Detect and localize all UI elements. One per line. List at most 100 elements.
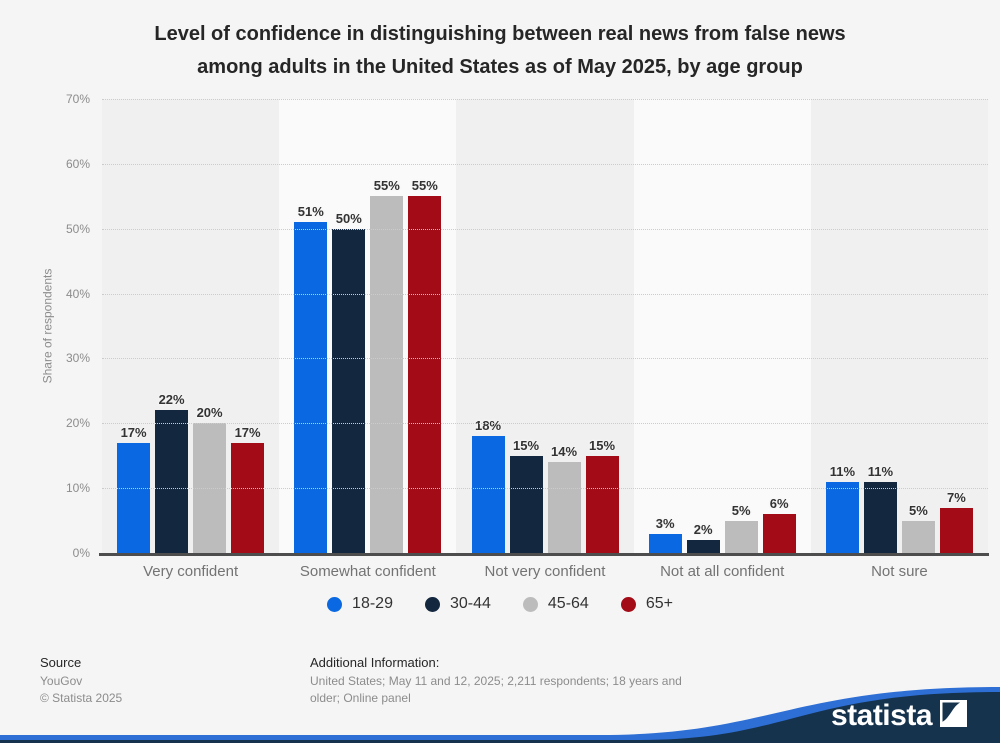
bar-wrapper: 18% (471, 99, 505, 553)
chart-title: Level of confidence in distinguishing be… (50, 18, 950, 84)
bar-45-64[interactable] (901, 520, 935, 553)
bar-wrapper: 11% (863, 99, 897, 553)
category-label: Very confident (143, 563, 239, 580)
bar-value-label: 17% (120, 424, 147, 440)
y-tick-label: 70% (65, 92, 90, 106)
bar-value-label: 15% (588, 437, 616, 453)
chart-title-line1: Level of confidence in distinguishing be… (154, 23, 846, 45)
bar-wrapper: 5% (901, 99, 935, 553)
y-tick-label: 50% (65, 221, 90, 236)
bar-wrapper: 55% (370, 99, 404, 553)
bar-wrapper: 17% (231, 99, 265, 553)
bar-wrapper: 14% (547, 99, 581, 553)
bar-65+[interactable] (408, 196, 442, 553)
bar-wrapper: 15% (509, 99, 543, 553)
legend-label: 30-44 (449, 595, 491, 612)
y-tick-label: 0% (72, 546, 90, 560)
bar-value-label: 18% (474, 418, 502, 434)
bar-group: 3% 2% 5% 6% (648, 99, 796, 553)
y-tick-label: 10% (65, 481, 90, 496)
category-band: 17% 22% 20% 17% (102, 99, 280, 553)
statista-logo-mark[interactable] (940, 700, 967, 727)
bar-value-label: 6% (769, 496, 789, 512)
chart-title-line2: among adults in the United States as of … (197, 56, 803, 78)
bar-group: 51% 50% 55% 55% (294, 99, 442, 553)
bar-value-label: 55% (411, 178, 438, 194)
category-label: Not very confident (484, 563, 606, 580)
bar-65+[interactable] (939, 507, 973, 553)
bar-group: 18% 15% 14% 15% (471, 99, 619, 553)
bar-18-29[interactable] (117, 442, 151, 553)
bar-18-29[interactable] (825, 481, 859, 553)
bar-value-label: 50% (335, 210, 362, 226)
bar-wrapper: 7% (939, 99, 973, 553)
bar-30-44[interactable] (509, 455, 543, 553)
bar-wrapper: 6% (762, 99, 796, 553)
bar-group: 17% 22% 20% 17% (117, 99, 265, 553)
copyright-text: © Statista 2025 (40, 691, 123, 705)
category-band: 11% 11% 5% 7% (810, 99, 989, 553)
bar-value-label: 7% (947, 489, 966, 505)
bar-wrapper: 55% (408, 99, 442, 553)
legend-dot-icon (424, 596, 440, 612)
bar-wrapper: 20% (193, 99, 227, 553)
category-band: 18% 15% 14% 15% (456, 99, 634, 553)
legend-item-65+[interactable]: 65+ (620, 595, 673, 613)
y-tick-label: 40% (65, 286, 90, 301)
legend-dot-icon (327, 596, 343, 612)
category-label: Not at all confident (660, 563, 785, 580)
source-label: Source (40, 655, 82, 670)
category-label: Somewhat confident (299, 563, 436, 580)
source-name[interactable]: YouGov (40, 674, 83, 688)
bar-18-29[interactable] (294, 222, 328, 553)
legend-item-18-29[interactable]: 18-29 (327, 595, 393, 613)
additional-info-text: United States; May 11 and 12, 2025; 2,21… (310, 674, 682, 705)
bar-wrapper: 5% (724, 99, 758, 553)
bar-wrapper: 11% (825, 99, 859, 553)
bar-45-64[interactable] (193, 423, 227, 553)
bar-18-29[interactable] (471, 436, 505, 553)
y-tick-label: 20% (65, 416, 90, 431)
bar-value-label: 5% (731, 502, 751, 518)
bar-wrapper: 3% (648, 99, 682, 553)
y-tick-label: 30% (65, 351, 90, 366)
y-axis-labels: 0% 10% 20% 30% 40% 50% 60% 70% (0, 92, 96, 560)
bar-value-label: 5% (909, 502, 928, 518)
legend-item-30-44[interactable]: 30-44 (424, 595, 491, 613)
bar-wrapper: 50% (332, 99, 366, 553)
legend-item-45-64[interactable]: 45-64 (522, 595, 589, 613)
legend-dot-icon (522, 596, 538, 612)
bar-value-label: 55% (373, 178, 400, 194)
bar-30-44[interactable] (863, 481, 897, 553)
bar-wrapper: 2% (686, 99, 720, 553)
legend-label: 65+ (645, 595, 673, 612)
statista-brand-ribbon: statista (0, 687, 1000, 743)
bar-value-label: 15% (512, 437, 540, 453)
bar-30-44[interactable] (686, 540, 720, 553)
bar-value-label: 22% (158, 392, 185, 408)
ribbon-navy-wave (0, 692, 1000, 743)
bar-18-29[interactable] (648, 533, 682, 553)
bar-value-label: 14% (550, 444, 578, 460)
bar-65+[interactable] (585, 455, 619, 553)
bar-65+[interactable] (231, 442, 265, 553)
bar-30-44[interactable] (332, 228, 366, 553)
bar-value-label: 3% (655, 515, 675, 531)
bar-45-64[interactable] (370, 196, 404, 553)
bar-30-44[interactable] (155, 410, 189, 553)
category-label: Not sure (871, 563, 928, 580)
bar-45-64[interactable] (724, 520, 758, 553)
bar-wrapper: 22% (155, 99, 189, 553)
category-band: 3% 2% 5% 6% (633, 99, 811, 553)
bar-value-label: 20% (196, 405, 223, 421)
statista-logo-text[interactable]: statista (831, 699, 933, 732)
footer-additional-info-block: Additional Information: United States; M… (310, 655, 710, 707)
category-band: 51% 50% 55% 55% (279, 99, 457, 553)
bar-value-label: 51% (297, 204, 324, 220)
bar-65+[interactable] (762, 514, 796, 553)
additional-info-label: Additional Information: (310, 655, 440, 670)
legend-dot-icon (620, 596, 636, 612)
bar-45-64[interactable] (547, 462, 581, 553)
y-tick-label: 60% (65, 156, 90, 171)
